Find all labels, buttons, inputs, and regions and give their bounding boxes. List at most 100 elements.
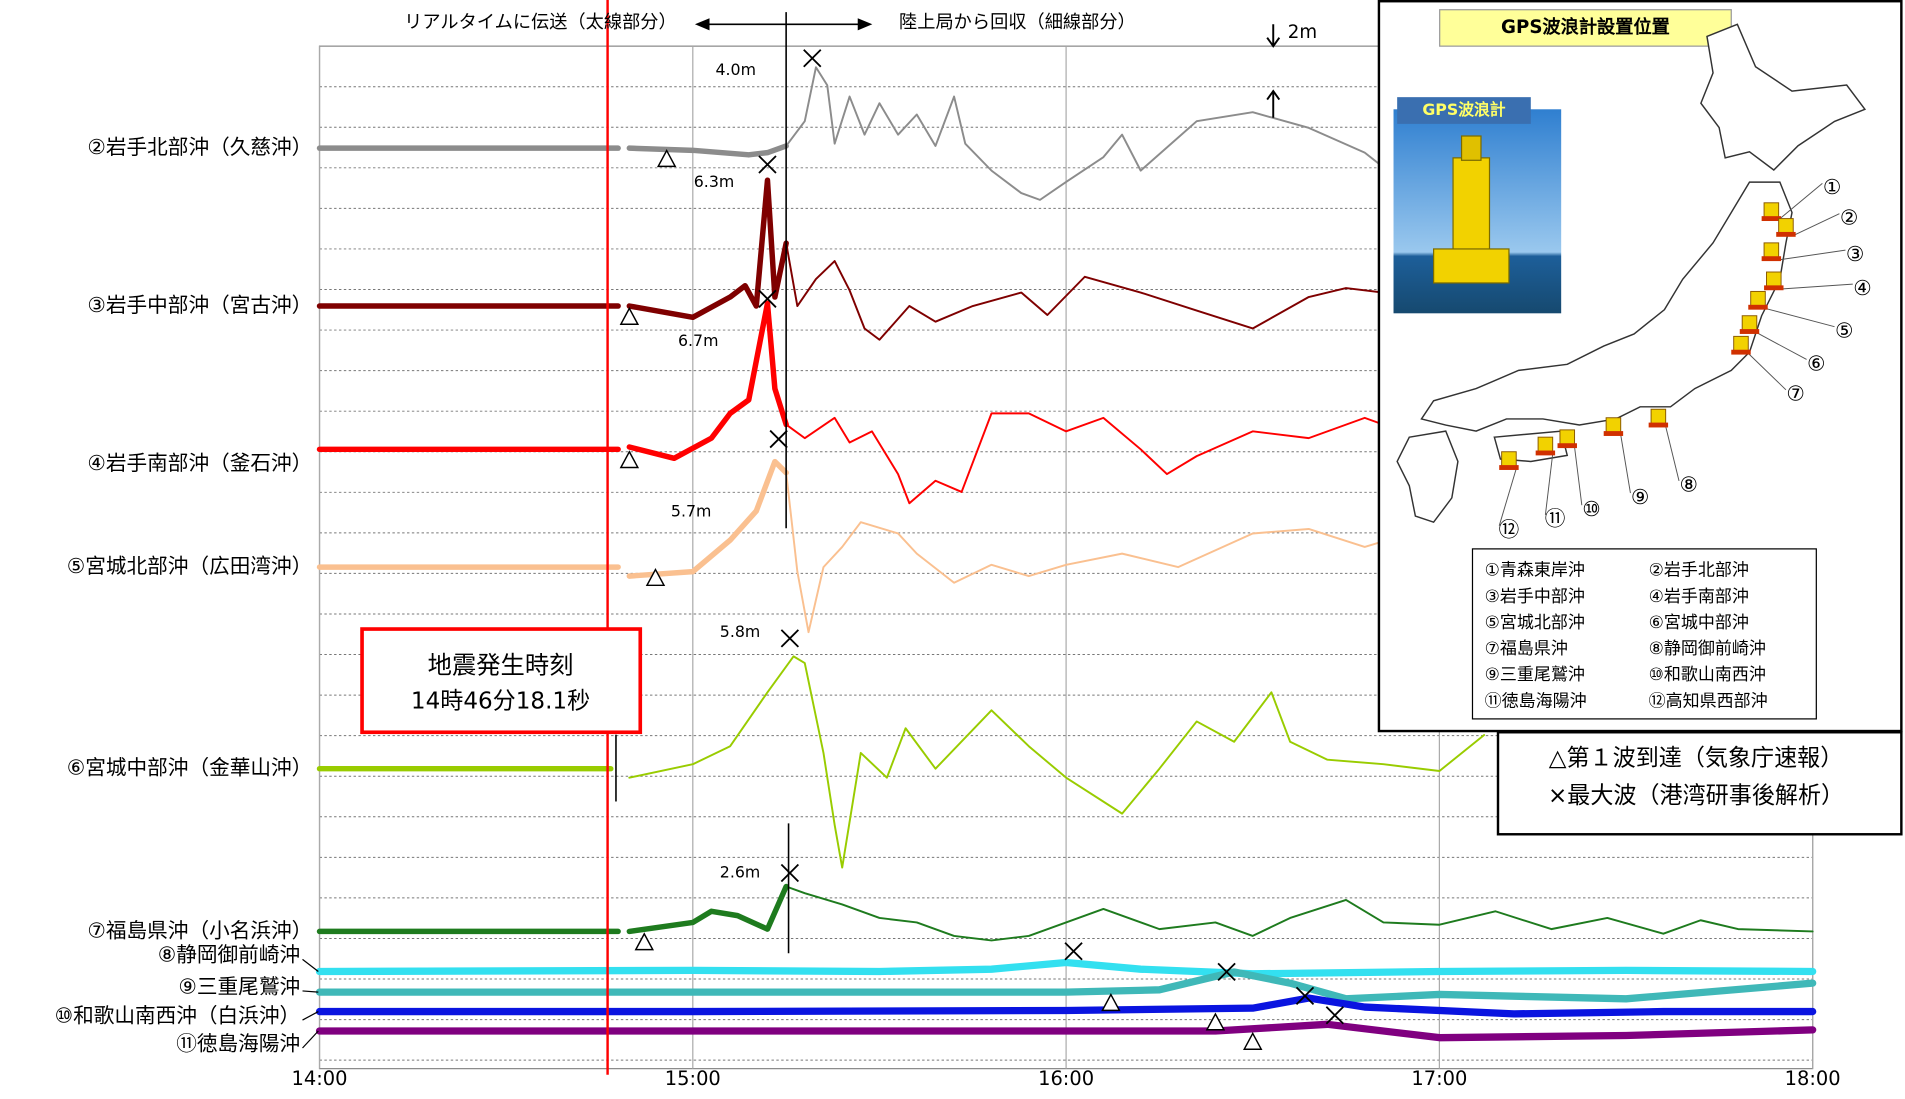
- max-marker: [758, 155, 777, 174]
- buoy-icon: [1501, 451, 1517, 467]
- series-line-thin: [785, 242, 1403, 341]
- legend-item: △第１波到達（気象庁速報）: [1549, 745, 1844, 771]
- station-item: ⑤宮城北部沖: [1485, 613, 1585, 633]
- buoy-base: [1776, 231, 1796, 237]
- arrival-marker: [1101, 993, 1121, 1012]
- buoy-label: ②: [1840, 206, 1859, 230]
- buoy-leader: [1781, 283, 1853, 290]
- station-item: ⑪徳島海陽沖: [1485, 691, 1587, 711]
- scale-label: 2m: [1288, 22, 1317, 43]
- land: [1700, 23, 1867, 171]
- series-line-thick: [315, 1020, 1817, 1042]
- series-label: ④岩手南部沖（釜石沖）: [87, 451, 312, 475]
- buoy-label: ④: [1853, 276, 1872, 300]
- series-line-thick: [626, 883, 789, 935]
- buoy-leader: [1620, 434, 1631, 494]
- buoy-leader: [1544, 454, 1554, 515]
- buoy-label: ⑧: [1679, 473, 1698, 497]
- x-tick-label: 16:00: [1038, 1067, 1094, 1090]
- land: [1420, 181, 1793, 432]
- quake-time: 14時46分18.1秒: [411, 688, 590, 714]
- series-line-thick: [626, 458, 789, 579]
- series-line-thick: [315, 994, 1817, 1018]
- buoy-leader: [1793, 213, 1840, 237]
- buoy-icon: [1741, 315, 1758, 331]
- series-line-thick: [626, 143, 789, 158]
- series-label: ⑤宮城北部沖（広田湾沖）: [67, 554, 312, 578]
- buoy-icon: [1733, 335, 1749, 352]
- buoy-leader: [1747, 353, 1787, 391]
- label-leader: [302, 1030, 319, 1049]
- max-marker: [769, 429, 788, 449]
- series-label: ③岩手中部沖（宮古沖）: [87, 293, 312, 317]
- buoy-base: [1648, 422, 1669, 428]
- buoy-base: [1557, 443, 1577, 449]
- station-item: ⑧静岡御前崎沖: [1649, 639, 1766, 659]
- buoy-top: [1460, 135, 1482, 161]
- series-line-thick: [315, 968, 1817, 1003]
- series-line-thick: [315, 958, 1817, 978]
- quake-box: [360, 627, 643, 735]
- station-item: ①青森東岸沖: [1485, 561, 1585, 581]
- buoy-label: ⑨: [1631, 485, 1650, 509]
- buoy-label: ①: [1823, 175, 1842, 199]
- buoy-base: [1731, 349, 1751, 355]
- max-label: 2.6m: [720, 863, 760, 882]
- arrival-marker: [1243, 1031, 1263, 1050]
- max-marker: [803, 49, 822, 68]
- scale-arrow: [1266, 89, 1281, 118]
- series-label: ⑪徳島海陽沖: [176, 1031, 300, 1055]
- buoy-leader: [1778, 249, 1846, 261]
- annotation: 陸上局から回収（細線部分）: [899, 12, 1136, 33]
- label-leader: [302, 990, 319, 993]
- station-list-box: [1471, 548, 1817, 720]
- station-item: ③岩手中部沖: [1485, 587, 1585, 607]
- arrival-marker: [634, 932, 655, 951]
- inset-title-box: [1439, 9, 1732, 47]
- max-label: 6.3m: [694, 172, 734, 191]
- label-leader: [302, 1011, 319, 1021]
- inset-title: GPS波浪計設置位置: [1501, 16, 1670, 38]
- arrival-marker: [1205, 1012, 1226, 1031]
- scale-arrow: [1266, 24, 1281, 48]
- buoy-icon: [1778, 218, 1794, 234]
- buoy-icon: [1763, 242, 1780, 258]
- station-item: ④岩手南部沖: [1649, 587, 1749, 607]
- max-marker: [780, 863, 800, 883]
- buoy-leader: [1665, 426, 1680, 482]
- buoy-icon: [1650, 408, 1667, 425]
- buoy-label: ⑪: [1545, 507, 1566, 531]
- buoy-icon: [1605, 417, 1622, 433]
- max-marker: [1217, 962, 1236, 982]
- x-tick-label: 15:00: [665, 1067, 721, 1090]
- buoy-label: ⑩: [1582, 497, 1601, 521]
- station-item: ②岩手北部沖: [1649, 561, 1749, 581]
- buoy-leader: [1778, 182, 1823, 221]
- max-label: 5.7m: [671, 501, 711, 520]
- max-marker: [780, 629, 800, 648]
- series-label: ⑨三重尾鷲沖: [178, 974, 300, 998]
- arrival-marker: [656, 149, 677, 168]
- buoy-icon: [1537, 436, 1554, 453]
- series-line-thin: [628, 655, 1486, 869]
- buoy-icon: [1750, 290, 1766, 307]
- buoy-float: [1433, 248, 1510, 284]
- station-item: ⑫高知県西部沖: [1649, 691, 1768, 711]
- buoy-base: [1764, 285, 1784, 291]
- series-line-thin: [785, 471, 1403, 634]
- station-item: ⑦福島県沖: [1485, 639, 1568, 659]
- buoy-base: [1761, 216, 1782, 222]
- buoy-label: ⑦: [1786, 382, 1805, 406]
- land: [1396, 430, 1459, 524]
- x-tick-label: 17:00: [1411, 1067, 1467, 1090]
- max-marker: [1295, 986, 1315, 1005]
- series-label: ⑦福島県沖（小名浜沖）: [87, 918, 312, 942]
- series-label: ⑥宮城中部沖（金華山沖）: [67, 756, 312, 780]
- photo-label-box: [1397, 97, 1531, 124]
- series-line-thin: [785, 412, 1403, 505]
- series-label: ②岩手北部沖（久慈沖）: [87, 135, 312, 159]
- buoy-base: [1535, 450, 1556, 456]
- station-item: ⑥宮城中部沖: [1649, 613, 1749, 633]
